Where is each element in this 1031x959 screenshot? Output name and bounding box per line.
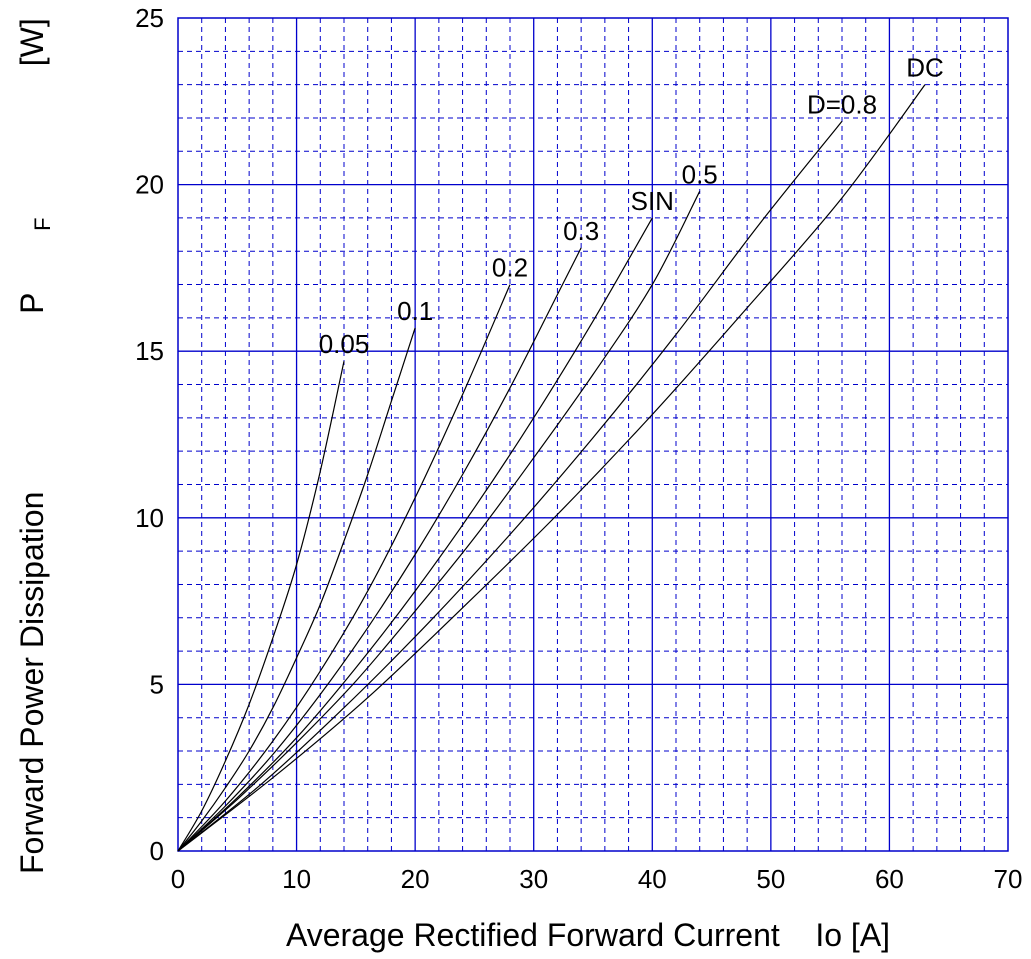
series-line-sin	[177, 217, 653, 852]
x-tick-label: 70	[994, 864, 1023, 894]
series-label-sin: SIN	[631, 186, 674, 216]
x-tick-label: 30	[519, 864, 548, 894]
x-tick-label: 20	[401, 864, 430, 894]
x-tick-label: 10	[282, 864, 311, 894]
series-label-dc: DC	[906, 53, 944, 83]
series-line-0-3	[177, 247, 582, 852]
series-label-0-3: 0.3	[563, 216, 599, 246]
series-line-dc	[177, 84, 926, 852]
series-label-0-5: 0.5	[682, 159, 718, 189]
series-label-0-2: 0.2	[492, 253, 528, 283]
series-label-0-05: 0.05	[319, 329, 370, 359]
y-axis-title-unit: [W]	[14, 18, 50, 66]
series-label-d-0-8: D=0.8	[807, 89, 877, 119]
major-grid	[178, 18, 1008, 851]
y-tick-label: 15	[135, 336, 164, 366]
series-line-d-0-8	[177, 120, 843, 852]
y-axis-title-subscript: F	[30, 217, 55, 230]
x-tick-label: 0	[171, 864, 185, 894]
y-tick-label: 25	[135, 3, 164, 33]
series-line-0-2	[177, 284, 511, 852]
y-axis-title-symbol: P	[14, 293, 50, 314]
plot-frame	[177, 17, 1009, 852]
x-axis-title: Average Rectified Forward Current Io [A]	[286, 917, 890, 953]
y-axis-title: Forward Power Dissipation P F [W]	[14, 0, 57, 936]
y-tick-label: 20	[135, 170, 164, 200]
y-tick-label: 10	[135, 503, 164, 533]
series-line-0-5	[177, 191, 701, 852]
y-tick-labels: 0 5 10 15 20 25	[135, 3, 164, 866]
x-tick-label: 40	[638, 864, 667, 894]
series-line-0-05	[177, 361, 345, 852]
series-layer: 0.05 0.1 0.2 0.3 SIN 0.5 D=0.8 DC	[177, 53, 944, 852]
x-tick-label: 50	[756, 864, 785, 894]
y-tick-label: 5	[150, 669, 164, 699]
svg-text:Forward Power Dissipation: Forward Power Dissipation P F [W]	[14, 0, 57, 936]
minor-grid	[178, 18, 1008, 851]
y-axis-title-main: Forward Power Dissipation	[14, 492, 50, 874]
series-label-0-1: 0.1	[397, 296, 433, 326]
x-tick-label: 60	[875, 864, 904, 894]
series-line-0-1	[177, 327, 416, 852]
y-tick-label: 0	[150, 836, 164, 866]
x-tick-labels: 0 10 20 30 40 50 60 70	[171, 864, 1023, 894]
